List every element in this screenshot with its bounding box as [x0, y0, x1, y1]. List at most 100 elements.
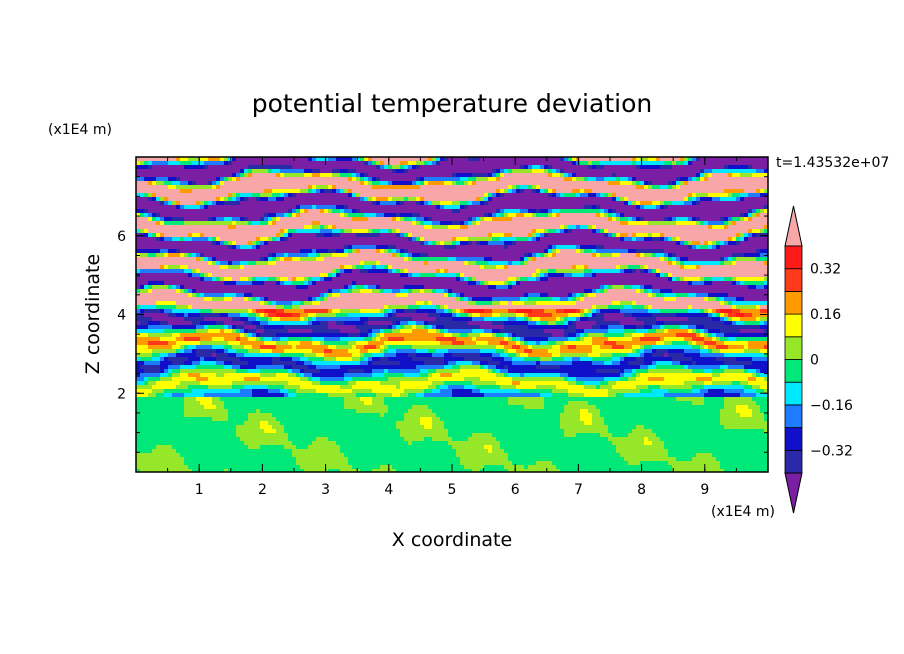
contour-cell	[284, 349, 313, 354]
contour-cell	[484, 265, 497, 270]
contour-cell	[492, 353, 501, 358]
contour-cell	[156, 301, 177, 306]
contour-cell	[276, 301, 293, 306]
contour-cell	[508, 333, 513, 338]
contour-cell	[532, 349, 549, 354]
contour-cell	[396, 469, 473, 472]
contour-cell	[496, 213, 501, 218]
contour-cell	[372, 181, 381, 186]
contour-cell	[644, 353, 653, 358]
contour-cell	[216, 181, 221, 186]
contour-cell	[532, 213, 537, 218]
contour-cell	[340, 469, 361, 472]
contour-cell	[584, 381, 601, 386]
contour-cell	[140, 357, 153, 362]
contour-cell	[616, 209, 749, 214]
contour-cell	[468, 301, 477, 306]
contour-cell	[336, 441, 409, 446]
contour-cell	[580, 297, 585, 302]
contour-cell	[460, 369, 489, 374]
contour-cell	[756, 373, 761, 378]
contour-cell	[656, 293, 665, 298]
contour-cell	[700, 217, 721, 222]
contour-cell	[284, 365, 293, 370]
contour-cell	[672, 201, 685, 206]
contour-cell	[460, 241, 469, 246]
contour-cell	[344, 397, 361, 402]
contour-cell	[520, 353, 529, 358]
contour-cell	[688, 325, 697, 330]
contour-cell	[536, 253, 541, 258]
contour-cell	[288, 229, 297, 234]
contour-cell	[384, 249, 389, 254]
contour-cell	[224, 405, 345, 410]
contour-cell	[664, 321, 725, 326]
contour-cell	[644, 289, 649, 294]
contour-cell	[280, 277, 289, 282]
contour-cell	[148, 193, 153, 198]
contour-cell	[192, 305, 277, 310]
contour-cell	[284, 253, 289, 258]
contour-cell	[652, 361, 657, 366]
contour-cell	[556, 229, 561, 234]
contour-cell	[272, 253, 277, 258]
contour-cell	[744, 369, 749, 374]
contour-cell	[528, 313, 553, 318]
contour-cell	[504, 357, 513, 362]
contour-cell	[164, 329, 197, 334]
contour-cell	[600, 161, 633, 166]
contour-cell	[556, 169, 561, 174]
contour-cell	[632, 161, 637, 166]
contour-cell	[528, 233, 533, 238]
contour-cell	[280, 353, 305, 358]
contour-cell	[456, 277, 461, 282]
contour-cell	[652, 181, 669, 186]
contour-cell	[468, 241, 473, 246]
contour-cell	[712, 241, 717, 246]
contour-cell	[600, 209, 605, 214]
contour-cell	[332, 169, 341, 174]
contour-cell	[756, 317, 761, 322]
contour-cell	[240, 177, 349, 182]
contour-cell	[188, 273, 193, 278]
contour-cell	[196, 345, 213, 350]
contour-cell	[764, 321, 768, 326]
contour-cell	[752, 373, 757, 378]
contour-cell	[332, 229, 341, 234]
contour-cell	[504, 449, 617, 454]
contour-cell	[636, 357, 645, 362]
contour-cell	[716, 333, 725, 338]
contour-cell	[472, 337, 477, 342]
contour-cell	[392, 269, 397, 274]
contour-cell	[676, 221, 697, 226]
contour-cell	[136, 353, 153, 358]
contour-cell	[532, 233, 537, 238]
contour-cell	[676, 185, 681, 190]
contour-cell	[712, 337, 717, 342]
contour-cell	[388, 409, 409, 414]
contour-cell	[712, 381, 733, 386]
contour-cell	[492, 169, 497, 174]
contour-cell	[736, 261, 765, 266]
contour-cell	[260, 237, 269, 242]
contour-cell	[236, 281, 253, 286]
contour-cell	[144, 213, 149, 218]
contour-cell	[384, 289, 393, 294]
contour-cell	[428, 349, 437, 354]
contour-cell	[764, 169, 768, 174]
contour-cell	[196, 201, 201, 206]
contour-cell	[184, 165, 205, 170]
contour-cell	[572, 265, 577, 270]
contour-cell	[760, 349, 768, 354]
contour-cell	[288, 277, 293, 282]
contour-cell	[288, 337, 313, 342]
contour-cell	[292, 209, 297, 214]
contour-cell	[244, 197, 249, 202]
contour-cell	[608, 193, 613, 198]
contour-cell	[272, 349, 285, 354]
contour-cell	[360, 197, 365, 202]
contour-cell	[504, 245, 509, 250]
contour-cell	[712, 317, 721, 322]
contour-cell	[148, 333, 173, 338]
contour-cell	[676, 457, 693, 462]
